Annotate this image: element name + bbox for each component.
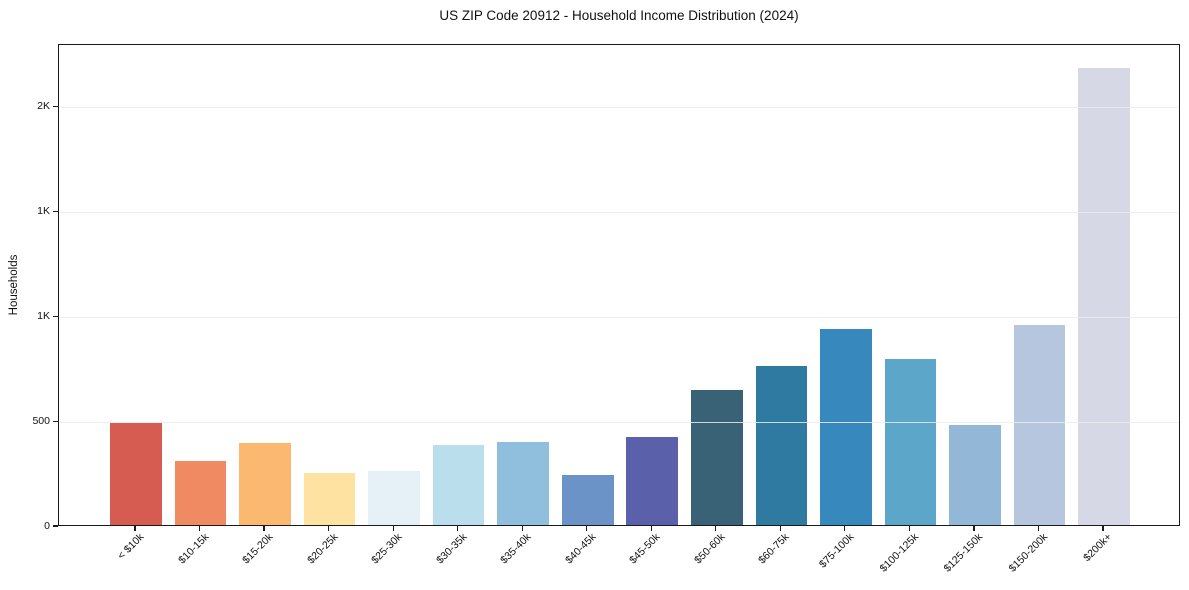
x-tick-label: $45-50k — [627, 531, 663, 567]
x-tick-label: $40-45k — [562, 531, 599, 567]
bar-$200k+ — [1078, 68, 1130, 525]
y-tick-mark — [53, 420, 58, 422]
x-tick-mark — [198, 526, 201, 531]
bar-$35-40k — [497, 442, 549, 525]
x-tick-label: $60-75k — [756, 531, 792, 567]
y-tick-mark — [53, 315, 58, 318]
x-tick-mark — [328, 526, 330, 531]
y-tick-mark — [53, 211, 58, 213]
bar-$45-50k — [626, 436, 679, 525]
bar-$10-15k — [174, 461, 227, 525]
x-tick-label: $50-60k — [691, 531, 728, 567]
gridline — [59, 107, 1179, 109]
bar-$150-200k — [1013, 324, 1066, 525]
x-tick-mark — [908, 526, 910, 531]
x-tick-mark — [134, 526, 136, 531]
bar-$15-20k — [239, 443, 291, 525]
y-tick-label: 0 — [44, 519, 50, 532]
x-tick-label: $200k+ — [1081, 531, 1115, 565]
y-tick-label: 2K — [37, 100, 50, 113]
x-tick-label: $35-40k — [498, 531, 534, 567]
y-tick-mark — [53, 106, 58, 108]
x-tick-mark — [715, 526, 717, 531]
bar-$25-30k — [368, 470, 420, 525]
y-tick-label: 500 — [32, 414, 50, 427]
gridline — [59, 212, 1179, 214]
x-tick-label: $15-20k — [240, 531, 276, 567]
x-tick-mark — [779, 526, 781, 531]
bar-$40-45k — [561, 475, 614, 525]
bar-$30-35k — [432, 445, 485, 525]
x-tick-label: $20-25k — [304, 531, 341, 567]
gridline — [59, 421, 1179, 423]
bar-$125-150k — [949, 425, 1001, 525]
bar-< $10k — [110, 423, 162, 525]
x-tick-mark — [392, 526, 394, 531]
x-tick-label: $75-100k — [816, 531, 857, 571]
bar-$60-75k — [755, 365, 808, 525]
bar-$100-125k — [884, 359, 937, 525]
x-tick-label: < $10k — [115, 531, 147, 562]
bar-$75-100k — [820, 328, 872, 525]
x-tick-mark — [1037, 526, 1040, 531]
x-tick-label: $10-15k — [175, 531, 212, 567]
chart-title: US ZIP Code 20912 - Household Income Dis… — [439, 8, 799, 23]
x-tick-mark — [521, 526, 523, 531]
gridline — [59, 316, 1179, 318]
x-tick-mark — [586, 526, 588, 531]
y-tick-mark — [53, 525, 58, 527]
x-tick-label: $100-125k — [877, 531, 921, 575]
bar-$50-60k — [690, 389, 743, 525]
y-axis-title: Households — [8, 254, 20, 316]
x-tick-mark — [263, 526, 265, 531]
plot-area — [58, 44, 1180, 526]
x-tick-mark — [973, 526, 975, 531]
x-tick-mark — [457, 526, 459, 531]
x-tick-label: $150-200k — [1006, 531, 1050, 575]
x-tick-label: $25-30k — [369, 531, 405, 567]
y-tick-label: 1K — [37, 309, 50, 322]
x-tick-label: $30-35k — [433, 531, 470, 567]
x-tick-label: $125-150k — [941, 531, 986, 575]
bar-$20-25k — [303, 473, 356, 525]
y-tick-label: 1K — [37, 205, 50, 218]
x-tick-mark — [650, 526, 652, 531]
x-tick-mark — [844, 526, 846, 531]
x-tick-mark — [1102, 526, 1104, 531]
